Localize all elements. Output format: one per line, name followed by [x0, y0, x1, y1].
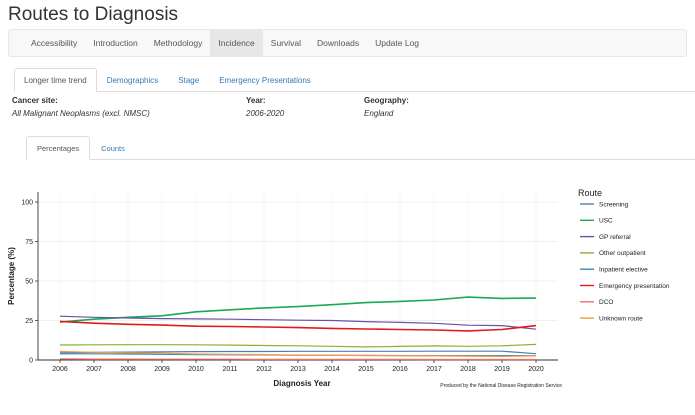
x-tick-label: 2013 — [290, 366, 306, 373]
x-tick-label: 2008 — [120, 366, 136, 373]
cancer-site-label: Cancer site: — [12, 96, 58, 105]
page-title: Routes to Diagnosis — [8, 4, 179, 25]
legend-entry: USC — [599, 218, 613, 225]
tab-counts[interactable]: Counts — [101, 144, 125, 153]
legend-entry: Unknown route — [599, 315, 643, 322]
chart-mode-tabs: Percentages Counts — [26, 136, 695, 160]
legend-entry: Emergency presentation — [599, 283, 670, 290]
x-tick-label: 2011 — [222, 366, 237, 373]
x-axis-title: Diagnosis Year — [273, 379, 330, 388]
tab-demographics[interactable]: Demographics — [106, 76, 159, 85]
x-tick-label: 2015 — [358, 366, 374, 373]
geography-label: Geography: — [364, 96, 409, 105]
x-tick-label: 2018 — [460, 366, 476, 373]
nav-accessibility[interactable]: Accessibility — [31, 38, 78, 48]
geography-info: Geography: England — [364, 96, 409, 118]
route-trend-chart: 0 25 50 75 100 2006 2007 2008 2009 2010 2011 2012 20… — [7, 188, 670, 389]
series-line — [59, 296, 537, 323]
nav-downloads[interactable]: Downloads — [317, 38, 360, 48]
legend-title: Route — [578, 188, 602, 198]
x-tick-label: 2016 — [392, 366, 408, 373]
legend-entry: DCO — [599, 299, 613, 306]
year-label: Year: — [246, 96, 266, 105]
tab-emergency-presentations[interactable]: Emergency Presentations — [219, 76, 311, 85]
y-axis-title: Percentage (%) — [7, 247, 16, 305]
legend-entry: GP referral — [599, 234, 631, 241]
nav-methodology[interactable]: Methodology — [153, 38, 203, 48]
x-tick-label: 2014 — [324, 366, 340, 373]
x-tick-label: 2007 — [86, 366, 102, 373]
tab-longer-time-trend[interactable]: Longer time trend — [14, 68, 97, 92]
legend-entry: Screening — [599, 201, 629, 208]
tab-stage[interactable]: Stage — [178, 76, 200, 85]
x-tick-label: 2006 — [52, 366, 68, 373]
chart-grid — [38, 192, 558, 361]
year-info: Year: 2006-2020 — [246, 96, 284, 118]
series-line — [59, 350, 537, 355]
nav-introduction[interactable]: Introduction — [93, 38, 138, 48]
y-tick-label: 100 — [21, 200, 33, 207]
y-tick-label: 75 — [25, 239, 33, 246]
series-line — [59, 358, 536, 361]
year-value: 2006-2020 — [246, 109, 285, 118]
analysis-tabs: Longer time trend Demographics Stage Eme… — [14, 68, 695, 92]
chart-legend: Screening USC GP referral Other outpatient I… — [580, 201, 670, 322]
nav-survival[interactable]: Survival — [270, 38, 302, 48]
chart-series — [59, 296, 537, 361]
x-tick-label: 2010 — [188, 366, 204, 373]
y-tick-label: 25 — [25, 318, 33, 325]
geography-value: England — [364, 109, 394, 118]
x-tick-label: 2009 — [154, 366, 170, 373]
series-line — [59, 343, 537, 348]
chart-credit: Produced by the National Disease Registr… — [440, 383, 562, 389]
series-line — [59, 350, 537, 357]
y-tick-label: 0 — [29, 358, 33, 365]
x-tick-label: 2020 — [528, 366, 544, 373]
series-line — [59, 320, 537, 332]
legend-entry: Inpatient elective — [599, 267, 648, 274]
legend-entry: Other outpatient — [599, 250, 646, 257]
nav-update-log[interactable]: Update Log — [375, 38, 420, 48]
series-line — [59, 315, 537, 330]
x-tick-label: 2012 — [256, 366, 272, 373]
y-tick-label: 50 — [25, 279, 33, 286]
x-tick-label: 2019 — [494, 366, 510, 373]
main-navbar: Accessibility Introduction Methodology I… — [8, 29, 687, 57]
x-tick-label: 2017 — [426, 366, 442, 373]
tab-percentages[interactable]: Percentages — [26, 136, 91, 160]
cancer-site-info: Cancer site: All Malignant Neoplasms (ex… — [12, 96, 150, 118]
cancer-site-value: All Malignant Neoplasms (excl. NMSC) — [12, 109, 150, 118]
nav-incidence[interactable]: Incidence — [210, 30, 263, 57]
